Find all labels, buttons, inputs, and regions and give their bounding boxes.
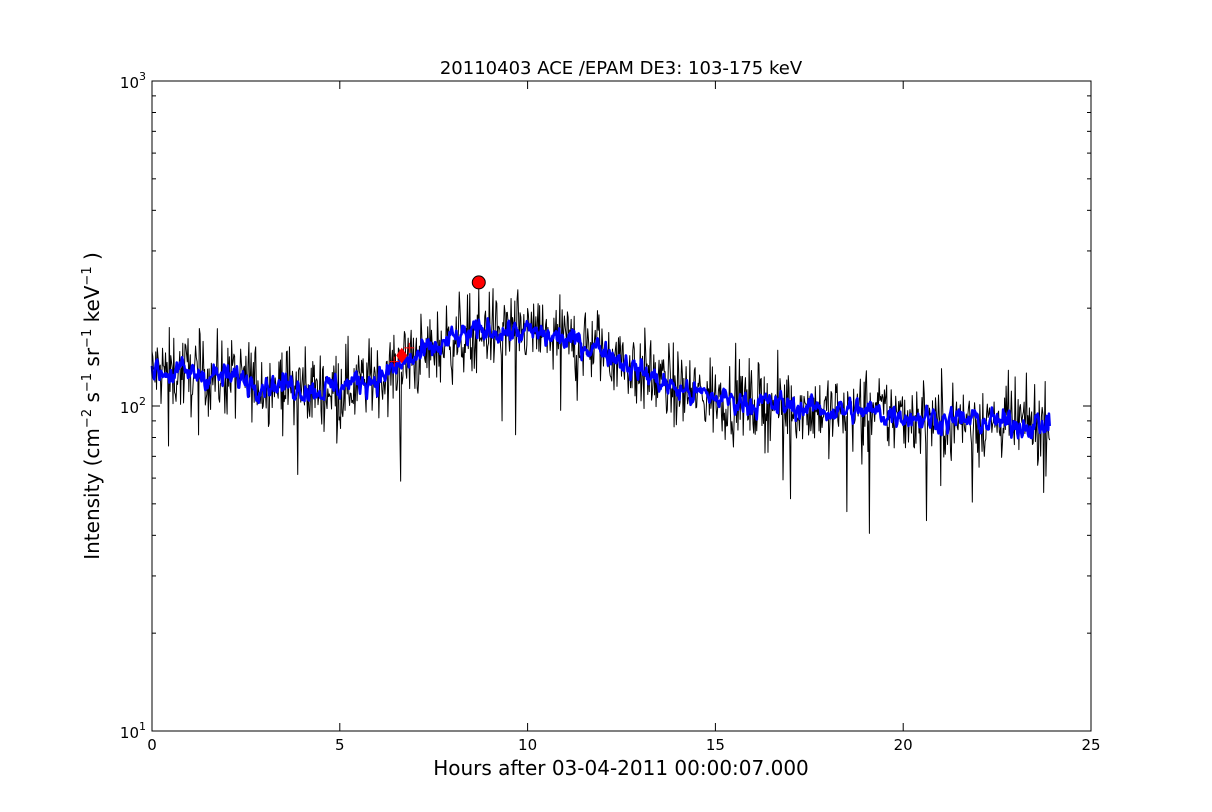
y-tick-label-base: 10 xyxy=(120,399,139,417)
x-tick-label: 25 xyxy=(1081,736,1100,754)
y-tick-label-exponent: 2 xyxy=(139,395,146,408)
x-tick-label: 5 xyxy=(335,736,345,754)
y-tick-label: 102 xyxy=(120,395,146,417)
y-axis-label-part: s xyxy=(80,392,104,409)
x-axis-label: Hours after 03-04-2011 00:00:07.000 xyxy=(433,756,809,780)
data-layer xyxy=(150,275,1051,534)
chart-title: 20110403 ACE /EPAM DE3: 103-175 keV xyxy=(440,58,803,79)
y-axis-label: Intensity (cm−2 s−1 sr−1 keV−1 ) xyxy=(80,252,104,560)
onset-marker xyxy=(396,347,408,364)
x-tick-label: 0 xyxy=(147,736,157,754)
y-tick-label: 101 xyxy=(120,720,146,742)
series-line-smoothed xyxy=(150,317,1051,440)
peak-marker xyxy=(471,275,486,290)
y-tick-label-exponent: 1 xyxy=(139,720,146,733)
error-marker xyxy=(389,356,400,367)
y-axis-label-part: −1 xyxy=(80,373,95,392)
y-axis-label-part: keV xyxy=(80,285,104,329)
error-marker xyxy=(404,342,415,353)
x-tick-label: 10 xyxy=(518,736,537,754)
x-tick-label: 20 xyxy=(894,736,913,754)
y-tick-label-base: 10 xyxy=(120,74,139,92)
y-tick-label-base: 10 xyxy=(120,724,139,742)
y-axis-label-part: Intensity (cm xyxy=(80,428,104,560)
y-axis-label-part: sr xyxy=(80,347,104,373)
y-axis-label-part: −2 xyxy=(80,409,95,428)
plot-area xyxy=(152,81,1091,731)
series-line-raw xyxy=(151,288,1051,534)
y-axis-label-part: −1 xyxy=(80,329,95,348)
x-tick-label: 15 xyxy=(706,736,725,754)
y-tick-label: 103 xyxy=(120,70,146,92)
y-axis-label-part: −1 xyxy=(80,266,95,285)
y-axis-label-part: ) xyxy=(80,252,104,266)
y-tick-label-exponent: 3 xyxy=(139,70,146,83)
